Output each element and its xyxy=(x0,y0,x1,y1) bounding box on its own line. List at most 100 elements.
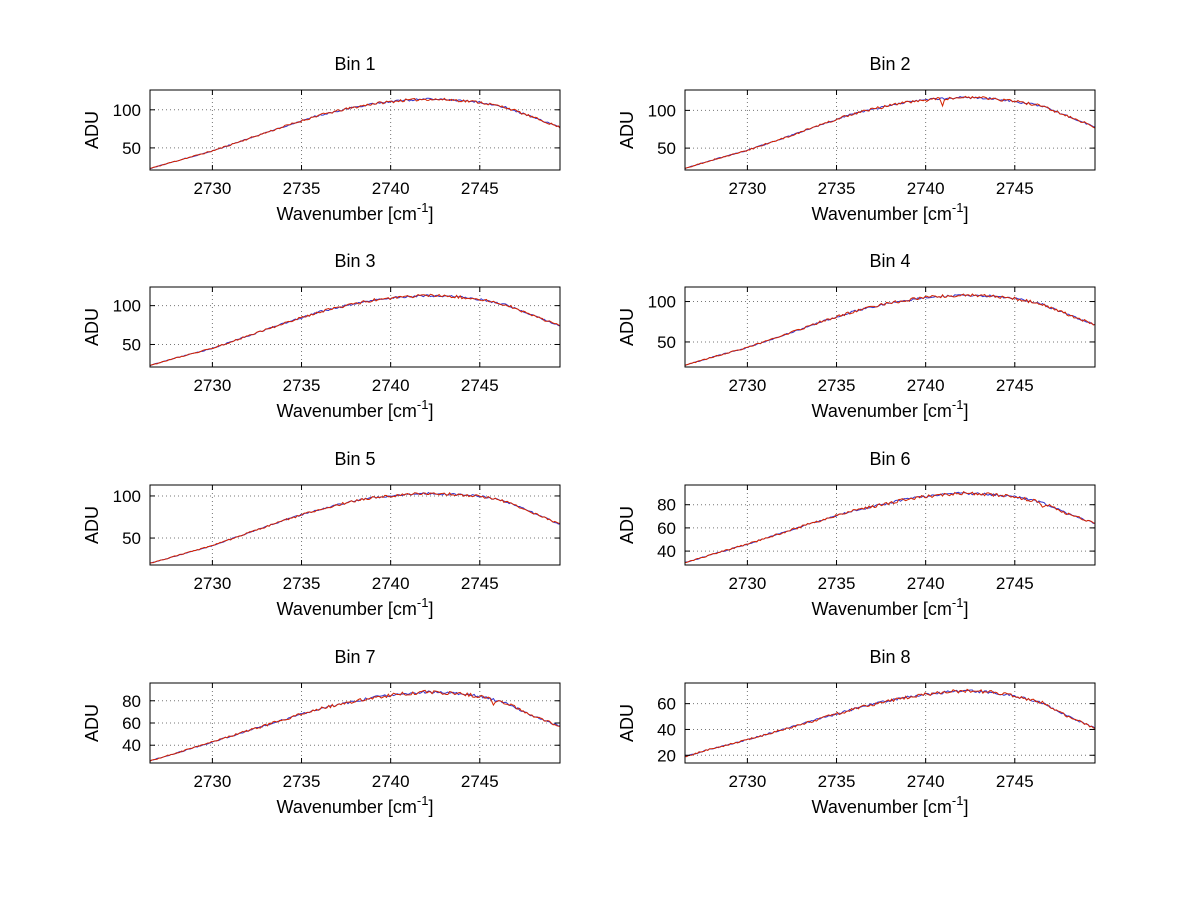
x-tick-label: 2730 xyxy=(193,376,231,395)
x-axis-label-sup: -1 xyxy=(952,200,964,215)
x-axis-label-sup: -1 xyxy=(417,397,429,412)
x-tick-label: 2735 xyxy=(818,574,856,593)
series-line-red xyxy=(684,293,1096,366)
x-axis-label: Wavenumber [cm-1] xyxy=(277,595,434,619)
y-tick-label: 50 xyxy=(122,139,141,158)
x-axis-label: Wavenumber [cm-1] xyxy=(277,397,434,421)
x-axis-label-main: Wavenumber [cm xyxy=(277,204,417,224)
axes-box xyxy=(684,286,1096,368)
subplot-title: Bin 6 xyxy=(869,449,910,469)
y-tick-label: 80 xyxy=(657,496,676,515)
x-tick-label: 2740 xyxy=(372,574,410,593)
y-tick-label: 40 xyxy=(657,542,676,561)
y-axis-label: ADU xyxy=(82,506,102,544)
series-line-blue xyxy=(684,96,1096,170)
subplot-bin-4: 2730 2735 2740 2745 50 100 Bin 4 ADU Wavenumber … xyxy=(617,251,1096,421)
x-axis-label-end: ] xyxy=(428,401,433,421)
y-axis-label: ADU xyxy=(82,704,102,742)
y-axis-label: ADU xyxy=(617,704,637,742)
subplot-title: Bin 5 xyxy=(334,449,375,469)
x-tick-label: 2740 xyxy=(372,772,410,791)
x-tick-label: 2745 xyxy=(996,179,1034,198)
series-line-blue xyxy=(684,294,1096,366)
subplot-bin-1: 2730 2735 2740 2745 50 100 Bin 1 ADU Wavenumber … xyxy=(82,54,561,224)
y-axis-label: ADU xyxy=(617,308,637,346)
series-line-red xyxy=(684,491,1096,564)
x-tick-label: 2745 xyxy=(996,376,1034,395)
subplot-bin-3: 2730 2735 2740 2745 50 100 Bin 3 ADU Wavenumber … xyxy=(82,251,561,421)
axes-box xyxy=(149,484,561,566)
subplot-title: Bin 7 xyxy=(334,647,375,667)
subplot-title: Bin 2 xyxy=(869,54,910,74)
x-axis-label-end: ] xyxy=(963,797,968,817)
axes-box xyxy=(684,89,1096,171)
x-tick-label: 2730 xyxy=(728,772,766,791)
subplot-bin-5: 2730 2735 2740 2745 50 100 Bin 5 ADU Wavenumber … xyxy=(82,449,561,619)
subplot-bin-7: 2730 2735 2740 2745 40 60 80 Bin 7 ADU Wavenumber… xyxy=(82,647,561,817)
series-line-red xyxy=(149,293,561,367)
x-tick-label: 2745 xyxy=(461,179,499,198)
x-tick-label: 2735 xyxy=(283,772,321,791)
x-axis-label-main: Wavenumber [cm xyxy=(277,401,417,421)
axes-box xyxy=(149,286,561,368)
series-line-red xyxy=(684,688,1096,758)
x-tick-label: 2735 xyxy=(283,376,321,395)
y-tick-label: 50 xyxy=(122,529,141,548)
series-line-blue xyxy=(149,491,561,564)
x-axis-label-end: ] xyxy=(428,797,433,817)
x-axis-label-sup: -1 xyxy=(952,397,964,412)
x-axis-label-main: Wavenumber [cm xyxy=(812,599,952,619)
subplot-bin-2: 2730 2735 2740 2745 50 100 Bin 2 ADU Wavenumber … xyxy=(617,54,1096,224)
x-tick-label: 2730 xyxy=(728,179,766,198)
x-axis-label: Wavenumber [cm-1] xyxy=(812,793,969,817)
x-axis-label-main: Wavenumber [cm xyxy=(277,797,417,817)
y-tick-label: 60 xyxy=(122,714,141,733)
y-tick-label: 40 xyxy=(657,720,676,739)
subplot-title: Bin 8 xyxy=(869,647,910,667)
x-tick-label: 2745 xyxy=(996,574,1034,593)
series-line-blue xyxy=(684,689,1096,758)
x-axis-label-end: ] xyxy=(963,599,968,619)
y-tick-label: 50 xyxy=(657,139,676,158)
x-tick-label: 2740 xyxy=(372,179,410,198)
x-tick-label: 2730 xyxy=(728,376,766,395)
x-axis-label-sup: -1 xyxy=(417,200,429,215)
y-tick-label: 50 xyxy=(122,335,141,354)
x-tick-label: 2745 xyxy=(996,772,1034,791)
x-tick-label: 2735 xyxy=(818,179,856,198)
x-tick-label: 2740 xyxy=(907,179,945,198)
y-tick-label: 80 xyxy=(122,692,141,711)
subplot-title: Bin 3 xyxy=(334,251,375,271)
x-tick-label: 2745 xyxy=(461,772,499,791)
x-tick-label: 2735 xyxy=(818,772,856,791)
x-axis-label-sup: -1 xyxy=(952,793,964,808)
x-axis-label-main: Wavenumber [cm xyxy=(277,599,417,619)
x-tick-label: 2740 xyxy=(907,574,945,593)
x-tick-label: 2735 xyxy=(283,574,321,593)
axes-box xyxy=(684,484,1096,566)
x-axis-label-sup: -1 xyxy=(417,793,429,808)
x-axis-label-main: Wavenumber [cm xyxy=(812,401,952,421)
x-tick-label: 2730 xyxy=(193,179,231,198)
x-axis-label: Wavenumber [cm-1] xyxy=(812,595,969,619)
y-tick-label: 60 xyxy=(657,519,676,538)
subplot-title: Bin 1 xyxy=(334,54,375,74)
x-tick-label: 2730 xyxy=(193,574,231,593)
y-tick-label: 100 xyxy=(113,487,141,506)
x-axis-label-main: Wavenumber [cm xyxy=(812,204,952,224)
x-tick-label: 2730 xyxy=(193,772,231,791)
y-axis-label: ADU xyxy=(82,308,102,346)
y-tick-label: 20 xyxy=(657,746,676,765)
x-axis-label-end: ] xyxy=(963,401,968,421)
y-tick-label: 100 xyxy=(113,101,141,120)
x-axis-label-main: Wavenumber [cm xyxy=(812,797,952,817)
subplot-bin-8: 2730 2735 2740 2745 20 40 60 Bin 8 ADU Wavenumber… xyxy=(617,647,1096,817)
x-axis-label-sup: -1 xyxy=(952,595,964,610)
subplot-title: Bin 4 xyxy=(869,251,910,271)
y-tick-label: 50 xyxy=(657,333,676,352)
series-line-blue xyxy=(149,97,561,170)
series-line-red xyxy=(149,491,561,564)
y-tick-label: 100 xyxy=(648,101,676,120)
y-tick-label: 100 xyxy=(113,297,141,316)
